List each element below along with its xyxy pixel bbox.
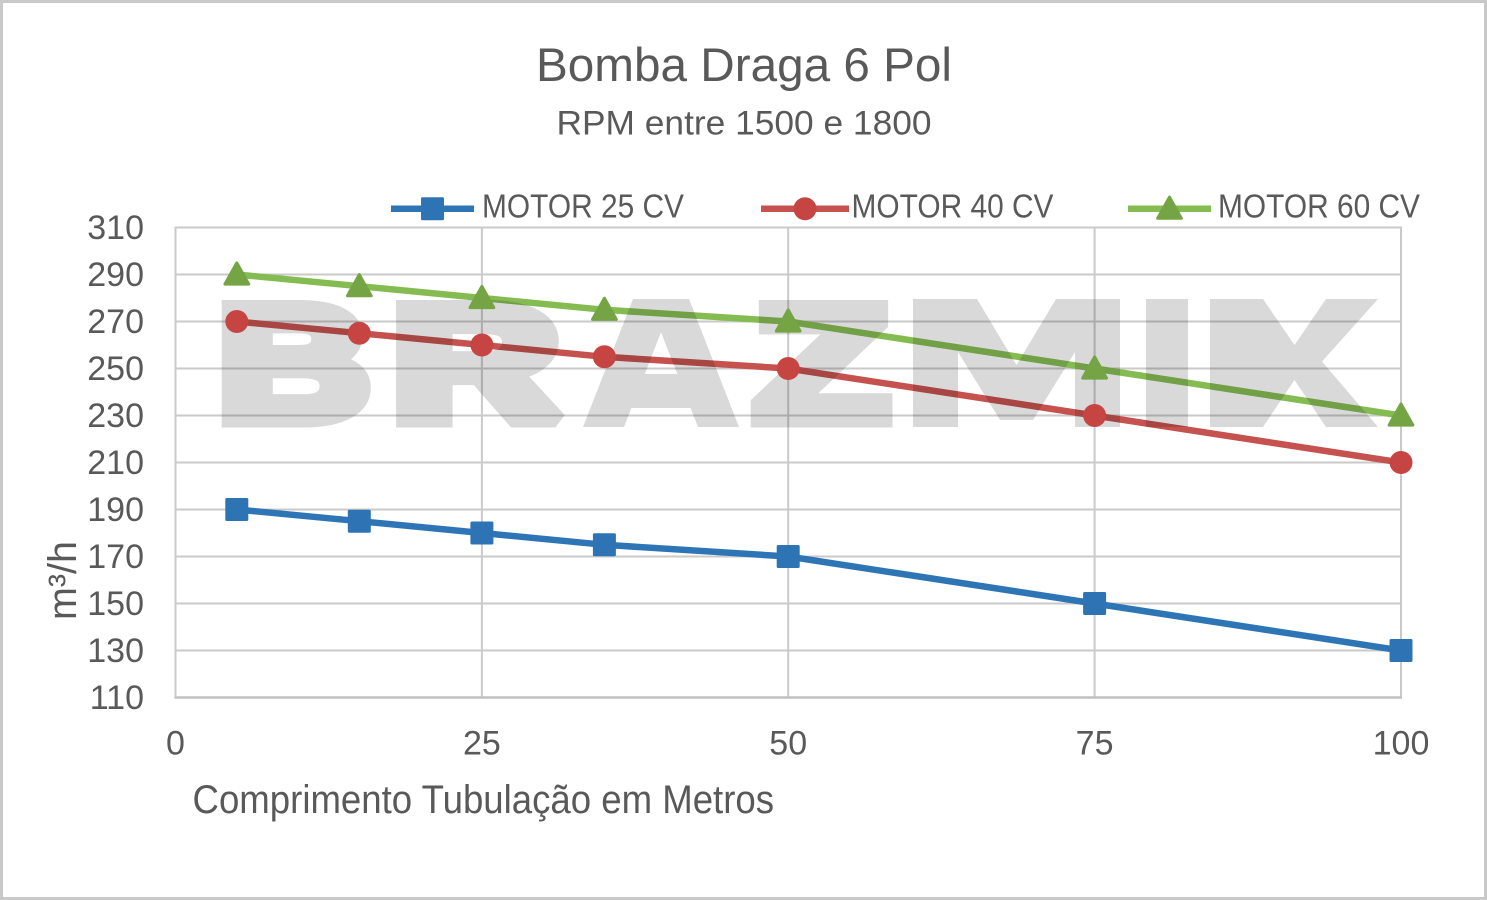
svg-text:B: B [218, 274, 370, 455]
svg-text:290: 290 [87, 256, 144, 294]
svg-text:MOTOR 25 CV: MOTOR 25 CV [482, 189, 685, 226]
svg-text:50: 50 [769, 725, 807, 763]
svg-text:250: 250 [87, 350, 144, 388]
svg-text:MOTOR 60 CV: MOTOR 60 CV [1218, 189, 1421, 226]
svg-text:310: 310 [87, 209, 144, 247]
svg-text:Z: Z [755, 274, 888, 455]
svg-text:190: 190 [87, 491, 144, 529]
svg-text:150: 150 [87, 585, 144, 623]
svg-text:Bomba Draga 6 Pol: Bomba Draga 6 Pol [536, 38, 952, 91]
svg-text:130: 130 [87, 632, 144, 670]
svg-text:0: 0 [166, 725, 185, 763]
svg-text:210: 210 [87, 444, 144, 482]
svg-text:230: 230 [87, 397, 144, 435]
svg-text:Comprimento Tubulação em Metro: Comprimento Tubulação em Metros [193, 778, 775, 822]
svg-text:R: R [392, 274, 560, 455]
svg-text:MOTOR 40 CV: MOTOR 40 CV [852, 189, 1055, 226]
svg-text:110: 110 [90, 679, 144, 717]
svg-text:25: 25 [463, 725, 501, 763]
svg-text:170: 170 [87, 538, 144, 576]
svg-text:75: 75 [1076, 725, 1114, 763]
svg-text:100: 100 [1373, 725, 1430, 763]
svg-text:RPM entre 1500 e 1800: RPM entre 1500 e 1800 [557, 105, 932, 143]
svg-text:m³/h: m³/h [41, 541, 85, 620]
svg-text:270: 270 [87, 303, 144, 341]
